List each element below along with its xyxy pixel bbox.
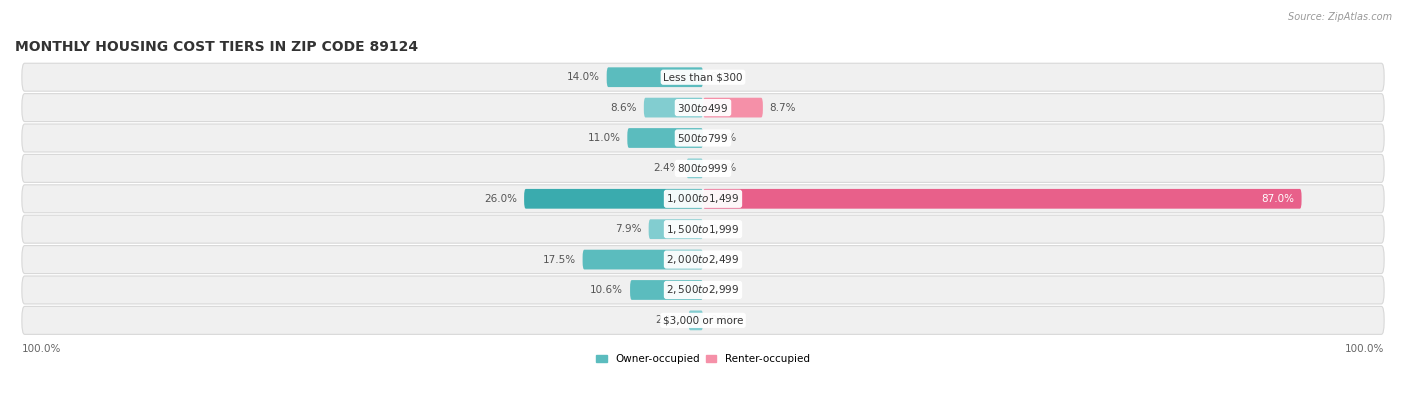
FancyBboxPatch shape bbox=[703, 189, 1302, 209]
Text: Less than $300: Less than $300 bbox=[664, 72, 742, 82]
Text: 7.9%: 7.9% bbox=[616, 224, 641, 234]
Text: 0.0%: 0.0% bbox=[710, 254, 737, 265]
FancyBboxPatch shape bbox=[644, 98, 703, 117]
Text: 14.0%: 14.0% bbox=[567, 72, 600, 82]
Text: 17.5%: 17.5% bbox=[543, 254, 575, 265]
Text: $1,500 to $1,999: $1,500 to $1,999 bbox=[666, 223, 740, 236]
Text: 26.0%: 26.0% bbox=[484, 194, 517, 204]
Text: $3,000 or more: $3,000 or more bbox=[662, 315, 744, 325]
Text: 100.0%: 100.0% bbox=[1344, 344, 1384, 354]
Text: 10.6%: 10.6% bbox=[591, 285, 623, 295]
Text: 8.7%: 8.7% bbox=[769, 103, 796, 112]
Text: 11.0%: 11.0% bbox=[588, 133, 620, 143]
FancyBboxPatch shape bbox=[689, 310, 703, 330]
FancyBboxPatch shape bbox=[703, 98, 763, 117]
Text: 0.0%: 0.0% bbox=[710, 224, 737, 234]
Text: $1,000 to $1,499: $1,000 to $1,499 bbox=[666, 192, 740, 205]
Text: $2,000 to $2,499: $2,000 to $2,499 bbox=[666, 253, 740, 266]
FancyBboxPatch shape bbox=[524, 189, 703, 209]
FancyBboxPatch shape bbox=[630, 280, 703, 300]
FancyBboxPatch shape bbox=[606, 67, 703, 87]
FancyBboxPatch shape bbox=[22, 276, 1384, 304]
FancyBboxPatch shape bbox=[22, 154, 1384, 182]
Text: 0.0%: 0.0% bbox=[710, 315, 737, 325]
Text: $2,500 to $2,999: $2,500 to $2,999 bbox=[666, 283, 740, 296]
Text: 2.1%: 2.1% bbox=[655, 315, 682, 325]
FancyBboxPatch shape bbox=[648, 219, 703, 239]
Text: Source: ZipAtlas.com: Source: ZipAtlas.com bbox=[1288, 12, 1392, 22]
Text: 100.0%: 100.0% bbox=[22, 344, 62, 354]
FancyBboxPatch shape bbox=[22, 306, 1384, 334]
FancyBboxPatch shape bbox=[22, 63, 1384, 91]
Text: $800 to $999: $800 to $999 bbox=[678, 162, 728, 174]
Text: $300 to $499: $300 to $499 bbox=[678, 102, 728, 114]
Text: MONTHLY HOUSING COST TIERS IN ZIP CODE 89124: MONTHLY HOUSING COST TIERS IN ZIP CODE 8… bbox=[15, 40, 418, 54]
FancyBboxPatch shape bbox=[22, 124, 1384, 152]
FancyBboxPatch shape bbox=[22, 246, 1384, 273]
FancyBboxPatch shape bbox=[22, 185, 1384, 213]
Text: $500 to $799: $500 to $799 bbox=[678, 132, 728, 144]
Text: 0.0%: 0.0% bbox=[710, 285, 737, 295]
Text: 87.0%: 87.0% bbox=[1261, 194, 1295, 204]
Legend: Owner-occupied, Renter-occupied: Owner-occupied, Renter-occupied bbox=[592, 350, 814, 369]
Text: 0.0%: 0.0% bbox=[710, 164, 737, 173]
FancyBboxPatch shape bbox=[686, 159, 703, 178]
Text: 2.4%: 2.4% bbox=[654, 164, 679, 173]
FancyBboxPatch shape bbox=[582, 250, 703, 269]
Text: 0.0%: 0.0% bbox=[710, 72, 737, 82]
FancyBboxPatch shape bbox=[22, 94, 1384, 122]
Text: 0.0%: 0.0% bbox=[710, 133, 737, 143]
FancyBboxPatch shape bbox=[627, 128, 703, 148]
Text: 8.6%: 8.6% bbox=[610, 103, 637, 112]
FancyBboxPatch shape bbox=[22, 215, 1384, 243]
